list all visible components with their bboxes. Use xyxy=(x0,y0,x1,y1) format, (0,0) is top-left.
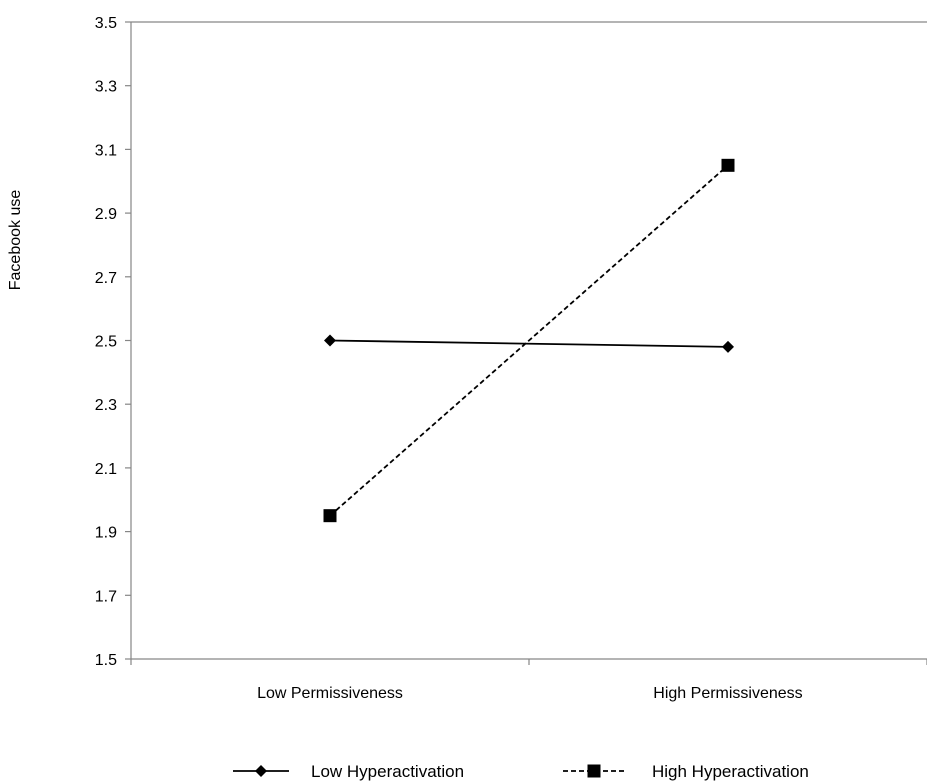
series-line xyxy=(329,164,729,517)
y-tick-label: 1.5 xyxy=(95,652,117,669)
series-low-hyperactivation xyxy=(324,334,734,353)
x-tick-label: High Permissiveness xyxy=(653,685,802,702)
data-point-marker xyxy=(721,158,735,172)
data-point-marker xyxy=(722,340,734,353)
y-tick-label: 3.1 xyxy=(95,142,117,159)
y-tick-label: 2.1 xyxy=(95,461,117,478)
series-layer xyxy=(323,158,735,523)
legend-label: High Hyperactivation xyxy=(652,762,809,781)
series-line xyxy=(329,339,729,348)
x-axis: Low Permissiveness High Permissiveness xyxy=(130,659,927,702)
legend-marker xyxy=(255,765,267,777)
data-point-marker xyxy=(324,334,336,347)
y-tick-label: 2.3 xyxy=(95,397,117,414)
legend: Low Hyperactivation High Hyperactivation xyxy=(233,762,809,781)
y-tick-label: 1.7 xyxy=(95,588,117,605)
series-high-hyperactivation xyxy=(323,158,735,523)
legend-item: Low Hyperactivation xyxy=(233,762,464,781)
y-axis: 1.5 1.7 1.9 2.1 2.3 2.5 2.7 2.9 3.1 3.3 3.5 xyxy=(95,15,131,669)
y-tick-label: 2.9 xyxy=(95,206,117,223)
legend-item: High Hyperactivation xyxy=(563,762,809,781)
x-tick-label: Low Permissiveness xyxy=(257,685,403,702)
y-tick-label: 3.3 xyxy=(95,79,117,96)
data-point-marker xyxy=(323,509,337,523)
y-tick-label: 2.7 xyxy=(95,270,117,287)
y-tick-label: 3.5 xyxy=(95,15,117,32)
y-tick-label: 1.9 xyxy=(95,525,117,542)
y-axis-label: Facebook use xyxy=(7,190,24,291)
y-tick-label: 2.5 xyxy=(95,334,117,351)
legend-label: Low Hyperactivation xyxy=(311,762,464,781)
legend-marker xyxy=(587,764,601,778)
